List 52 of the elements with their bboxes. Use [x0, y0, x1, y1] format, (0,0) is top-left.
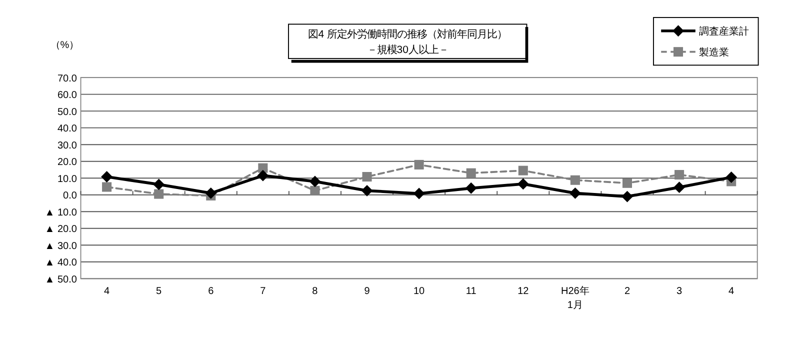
legend-label: 製造業	[699, 46, 730, 59]
point	[622, 178, 632, 188]
x-tick-label: 7	[260, 286, 266, 297]
y-tick-label: 10.0	[57, 174, 78, 185]
point	[569, 187, 581, 199]
point	[465, 182, 477, 194]
point	[674, 170, 684, 180]
point	[570, 175, 580, 185]
x-tick-label: 5	[156, 286, 162, 297]
y-tick-label: 40.0	[57, 124, 78, 135]
x-tick-label: 6	[208, 286, 214, 297]
point	[257, 170, 269, 182]
point	[726, 172, 738, 183]
point	[622, 190, 633, 202]
y-tick-label: 30.0	[57, 140, 78, 152]
x-tick-label: 12	[518, 286, 530, 297]
y-tick-label: ▲ 40.0	[44, 258, 78, 269]
point	[466, 168, 476, 178]
point	[361, 184, 373, 196]
point	[101, 171, 113, 182]
y-tick-label: 70.0	[57, 73, 78, 84]
y-tick-label: 0.0	[63, 190, 78, 202]
x-tick-label: 4	[104, 286, 110, 297]
y-axis-title: （%）	[50, 40, 80, 52]
point	[517, 178, 529, 190]
y-tick-label: 60.0	[57, 90, 78, 102]
x-tick-label: 11	[466, 286, 477, 297]
point	[362, 172, 372, 182]
point	[674, 182, 686, 194]
y-tick-label: ▲ 50.0	[44, 274, 78, 286]
x-tick-label: 9	[364, 286, 370, 297]
x-tick-label: 3	[676, 286, 683, 297]
x-tick-label: 2	[624, 286, 630, 297]
point	[205, 187, 217, 199]
x-tick-label: H26年 1月	[561, 284, 590, 312]
y-tick-label: ▲ 20.0	[44, 224, 78, 236]
y-tick-label: ▲ 10.0	[44, 207, 78, 218]
x-tick-label: 8	[312, 286, 318, 297]
point	[102, 182, 112, 192]
point	[154, 189, 164, 199]
point	[414, 160, 424, 170]
point	[309, 176, 321, 188]
x-tick-label: 4	[728, 286, 735, 297]
y-tick-label: 20.0	[57, 157, 78, 168]
point	[413, 188, 425, 200]
point	[310, 186, 320, 196]
point	[518, 166, 528, 176]
y-tick-label: ▲ 30.0	[44, 240, 78, 252]
legend-label: 調査産業計	[699, 26, 750, 38]
point	[153, 178, 165, 190]
y-tick-label: 50.0	[57, 106, 78, 118]
x-tick-label: 10	[413, 286, 426, 297]
